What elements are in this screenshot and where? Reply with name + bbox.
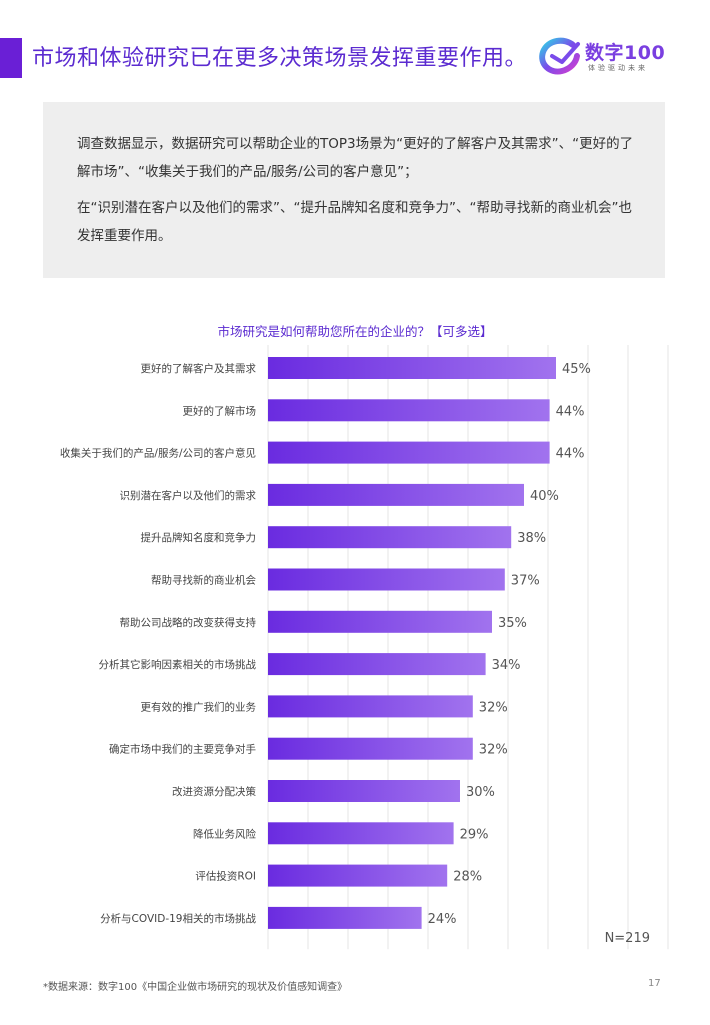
- summary-box: 调查数据显示，数据研究可以帮助企业的TOP3场景为“更好的了解客户及其需求”、“…: [43, 102, 665, 278]
- bar-value-label: 29%: [460, 827, 489, 842]
- bar: [268, 568, 505, 591]
- bar-value-label: 44%: [556, 404, 585, 419]
- logo-name: 数字100: [585, 42, 666, 64]
- bar: [268, 399, 550, 422]
- summary-paragraph-2: 在“识别潜在客户以及他们的需求”、“提升品牌知名度和竞争力”、“帮助寻找新的商业…: [77, 200, 632, 244]
- bar-value-label: 38%: [517, 531, 546, 546]
- bar: [268, 357, 556, 379]
- category-label: 收集关于我们的产品/服务/公司的客户意见: [60, 447, 256, 460]
- category-label: 分析其它影响因素相关的市场挑战: [99, 658, 257, 671]
- sample-size-label: N=219: [605, 931, 650, 946]
- logo-tagline: 体验驱动未来: [588, 64, 648, 72]
- category-label: 更有效的推广我们的业务: [141, 700, 257, 713]
- logo-mark-icon: [539, 37, 580, 75]
- bar-value-label: 24%: [428, 912, 457, 927]
- bar-value-label: 40%: [530, 489, 559, 504]
- bar: [268, 610, 492, 633]
- bar-value-label: 32%: [479, 743, 508, 758]
- bar: [268, 526, 512, 549]
- bar-value-label: 45%: [562, 362, 591, 377]
- bar: [268, 483, 524, 506]
- brand-logo: 数字100 体验驱动未来: [538, 36, 688, 78]
- bar: [268, 864, 448, 887]
- page-title: 市场和体验研究已在更多决策场景发挥重要作用。: [32, 46, 528, 71]
- bar: [268, 695, 473, 718]
- bar-value-label: 32%: [479, 700, 508, 715]
- summary-paragraph-1: 调查数据显示，数据研究可以帮助企业的TOP3场景为“更好的了解客户及其需求”、“…: [77, 136, 634, 180]
- chart-title: 市场研究是如何帮助您所在的企业的？【可多选】: [217, 324, 493, 339]
- bar: [268, 441, 550, 464]
- category-label: 更好的了解客户及其需求: [141, 362, 257, 375]
- title-accent-bar: [0, 38, 22, 78]
- data-source-note: *数据来源：数字100《中国企业做市场研究的现状及价值感知调查》: [43, 982, 348, 993]
- category-label: 帮助寻找新的商业机会: [151, 574, 256, 587]
- category-label: 评估投资ROI: [195, 870, 256, 883]
- bar-value-label: 35%: [498, 616, 527, 631]
- bar-value-label: 28%: [453, 870, 482, 885]
- category-label: 提升品牌知名度和竞争力: [141, 531, 257, 544]
- bar-chart: 更好的了解客户及其需求 45% 更好的了解市场 44% 收集关于我们的产品/服务/公司的…: [0, 345, 710, 955]
- bar-value-label: 44%: [556, 447, 585, 462]
- page-number: 17: [648, 978, 661, 989]
- category-label: 降低业务风险: [193, 827, 256, 840]
- bar-chart-svg: 更好的了解客户及其需求 45% 更好的了解市场 44% 收集关于我们的产品/服务/公司的…: [60, 345, 669, 950]
- category-label: 识别潜在客户以及他们的需求: [120, 489, 257, 502]
- bar: [268, 780, 460, 802]
- bar: [268, 653, 486, 676]
- bar-value-label: 37%: [511, 574, 540, 589]
- category-label: 分析与COVID-19相关的市场挑战: [100, 912, 256, 925]
- bar-value-label: 30%: [466, 785, 495, 800]
- bar: [268, 737, 473, 760]
- category-label: 改进资源分配决策: [172, 785, 256, 798]
- bar: [268, 906, 422, 929]
- category-label: 确定市场中我们的主要竞争对手: [109, 743, 256, 756]
- bar-value-label: 34%: [492, 658, 521, 673]
- category-label: 帮助公司战略的改变获得支持: [120, 616, 257, 629]
- category-label: 更好的了解市场: [183, 404, 257, 417]
- bar: [268, 822, 454, 845]
